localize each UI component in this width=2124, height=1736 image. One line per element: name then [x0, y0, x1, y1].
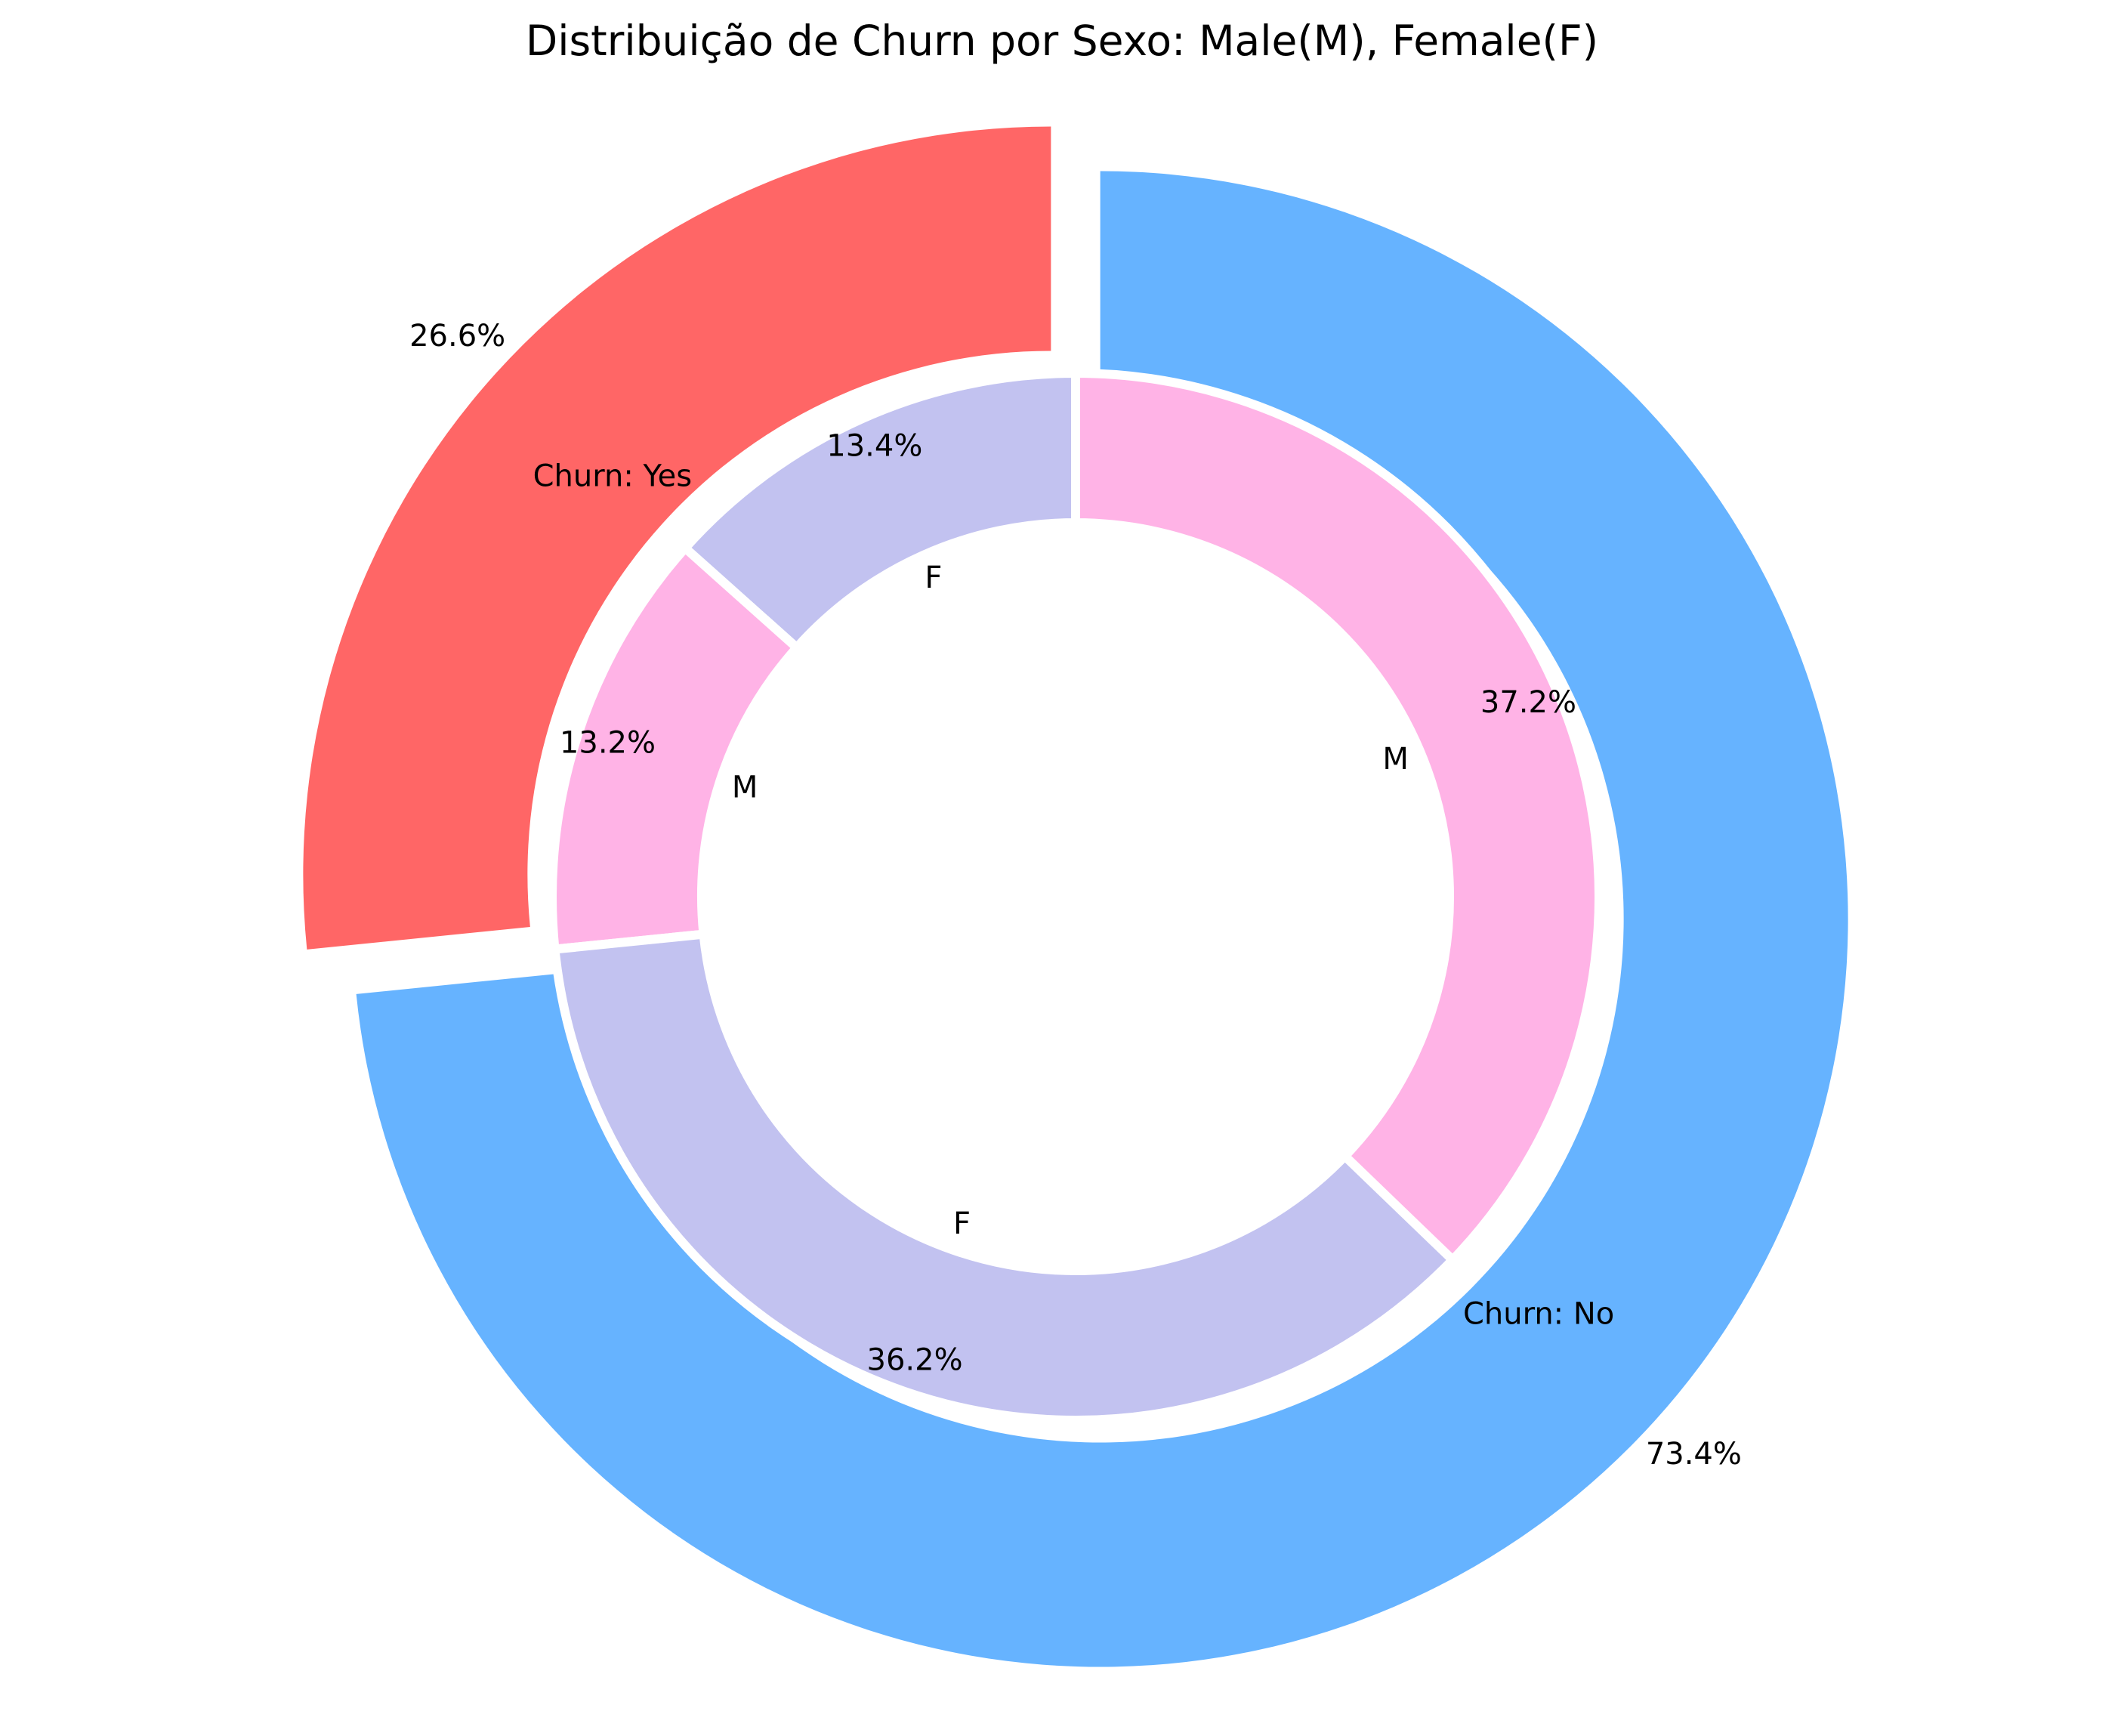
inner-ring	[548, 368, 1604, 1425]
inner-category-label: M	[1382, 742, 1409, 777]
outer-pct-label: 73.4%	[1646, 1437, 1742, 1472]
inner-category-label: F	[953, 1206, 971, 1241]
inner-pct-label: 13.2%	[560, 726, 656, 761]
inner-wedge-f	[549, 929, 1459, 1425]
outer-labels: 26.6% Churn: Yes 73.4% Churn: No	[409, 319, 1742, 1472]
inner-pct-label: 37.2%	[1480, 685, 1576, 720]
inner-labels: 13.4% F 13.2% M 36.2% F 37.2% M	[560, 428, 1576, 1377]
outer-category-label: Churn: Yes	[533, 459, 693, 494]
outer-ring	[303, 126, 1848, 1667]
outer-wedge-churn-yes	[303, 126, 1051, 950]
chart-title: Distribuição de Churn por Sexo: Male(M),…	[526, 17, 1598, 65]
outer-category-label: Churn: No	[1463, 1296, 1614, 1331]
inner-category-label: M	[732, 771, 758, 805]
inner-pct-label: 36.2%	[867, 1343, 963, 1378]
inner-wedge-m	[1071, 368, 1604, 1267]
outer-pct-label: 26.6%	[409, 319, 505, 354]
inner-pct-label: 13.4%	[826, 428, 922, 463]
inner-category-label: F	[925, 561, 942, 595]
